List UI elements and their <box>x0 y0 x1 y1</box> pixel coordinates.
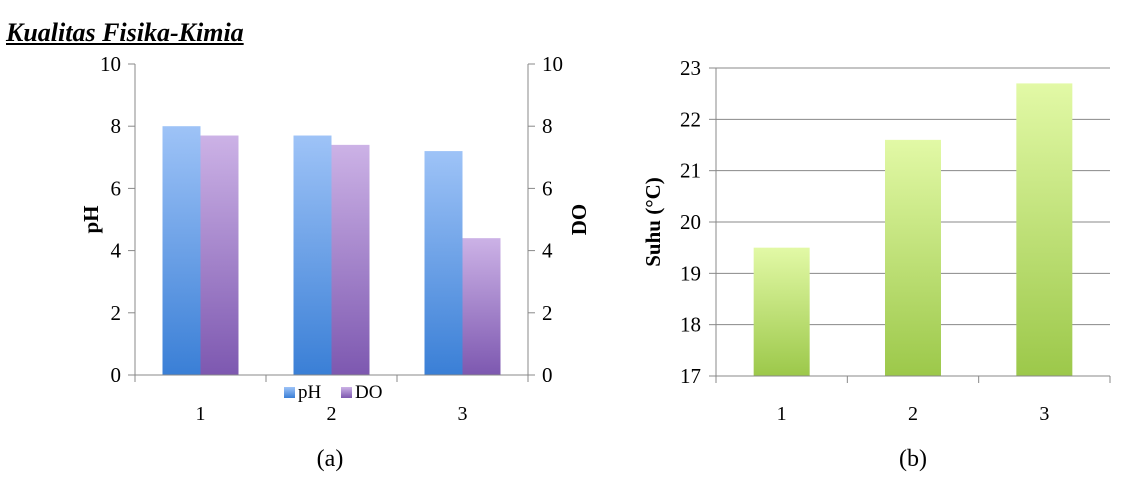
legend-swatch-ph <box>284 387 295 398</box>
y-tick-label: 23 <box>680 56 701 80</box>
y-tick-label-right: 0 <box>542 363 553 387</box>
x-tick-label: 1 <box>196 403 206 425</box>
legend-swatch-do <box>341 387 352 398</box>
x-tick-label: 1 <box>777 403 787 425</box>
y-tick-label-left: 2 <box>111 301 122 325</box>
bar-ph-2 <box>293 135 332 375</box>
bar-do-3 <box>462 238 501 375</box>
y-tick-label-left: 10 <box>100 52 121 76</box>
caption-b: (b) <box>899 446 927 472</box>
x-tick-label: 2 <box>908 403 918 425</box>
x-tick-label: 3 <box>458 403 468 425</box>
y-tick-label: 18 <box>680 313 701 337</box>
y-tick-label: 19 <box>680 261 701 285</box>
bar-suhu-1 <box>753 247 810 376</box>
y-axis-label: Suhu (°C) <box>641 177 665 267</box>
y-tick-label-right: 4 <box>542 239 553 263</box>
caption-a: (a) <box>317 446 344 472</box>
y-axis-label-right: DO <box>567 204 591 236</box>
bar-ph-1 <box>162 126 201 375</box>
bar-ph-3 <box>424 151 463 375</box>
y-tick-label-left: 6 <box>111 176 122 200</box>
y-tick-label-right: 8 <box>542 114 553 138</box>
y-tick-label: 17 <box>680 364 701 388</box>
y-tick-label-left: 8 <box>111 114 122 138</box>
section-heading: Kualitas Fisika-Kimia <box>6 18 244 47</box>
y-tick-label-right: 6 <box>542 176 553 200</box>
y-tick-label-left: 0 <box>111 363 122 387</box>
bar-do-1 <box>200 135 239 375</box>
x-tick-label: 2 <box>327 403 337 425</box>
chart-a-ph-do: 1 2 3 0 2 4 6 8 10 0 2 4 6 8 10 pH DO pH DO (a) <box>79 52 591 472</box>
y-tick-label: 21 <box>680 159 701 183</box>
x-tick-label: 3 <box>1039 403 1049 425</box>
bar-do-2 <box>331 144 370 375</box>
y-tick-label: 20 <box>680 210 701 234</box>
y-axis-label-left: pH <box>79 205 103 233</box>
bar-suhu-2 <box>885 139 941 376</box>
legend-label-ph: pH <box>298 382 322 403</box>
y-tick-label: 22 <box>680 107 701 131</box>
y-tick-label-right: 10 <box>542 52 563 76</box>
legend-label-do: DO <box>355 382 382 403</box>
y-tick-label-right: 2 <box>542 301 553 325</box>
y-tick-label-left: 4 <box>111 239 122 263</box>
bar-suhu-3 <box>1016 83 1073 377</box>
